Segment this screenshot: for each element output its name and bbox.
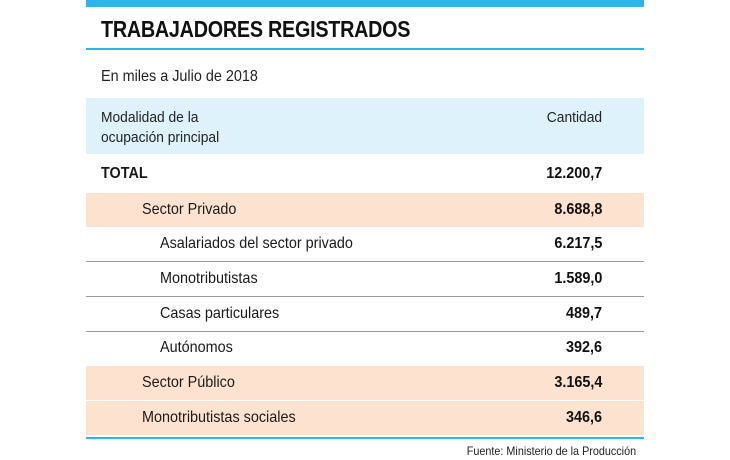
row-label: Casas particulares xyxy=(160,305,280,322)
row-label: Monotributistas sociales xyxy=(142,409,296,426)
row-value: 12.200,7 xyxy=(545,165,602,182)
row-value: 3.165,4 xyxy=(553,374,602,391)
row-label: Autónomos xyxy=(160,339,233,356)
row-value: 1.589,0 xyxy=(553,270,602,287)
row-label: Asalariados del sector privado xyxy=(160,235,353,252)
row-label: Sector Público xyxy=(142,374,235,391)
row-value: 489,7 xyxy=(565,305,602,322)
header-modality-line1: Modalidad de la xyxy=(101,109,199,126)
row-value: 6.217,5 xyxy=(553,235,602,252)
title-divider xyxy=(86,48,644,50)
table-subtitle: En miles a Julio de 2018 xyxy=(101,68,258,85)
source-note: Fuente: Ministerio de la Producción xyxy=(466,444,636,458)
table-row-sector-publico: Sector Público 3.165,4 xyxy=(86,366,644,400)
table-header: Modalidad de la ocupación principal Cant… xyxy=(86,98,644,154)
table-title: TRABAJADORES REGISTRADOS xyxy=(101,16,411,42)
table-row-casas-particulares: Casas particulares 489,7 xyxy=(86,297,644,332)
bottom-divider xyxy=(86,437,644,439)
row-value: 392,6 xyxy=(565,339,602,356)
header-quantity: Cantidad xyxy=(546,109,602,126)
row-label: Monotributistas xyxy=(160,270,258,287)
table-row-monotributistas: Monotributistas 1.589,0 xyxy=(86,262,644,297)
header-modality: Modalidad de la ocupación principal xyxy=(101,108,285,148)
row-label: Sector Privado xyxy=(142,201,237,218)
table-row-total: TOTAL 12.200,7 xyxy=(86,157,644,191)
table-row-asalariados: Asalariados del sector privado 6.217,5 xyxy=(86,227,644,262)
table-row-sector-privado: Sector Privado 8.688,8 xyxy=(86,193,644,227)
table-row-monotributistas-sociales: Monotributistas sociales 346,6 xyxy=(86,401,644,435)
header-modality-line2: ocupación principal xyxy=(101,129,220,146)
row-value: 346,6 xyxy=(565,409,602,426)
top-accent-bar xyxy=(86,0,644,7)
infographic-table: TRABAJADORES REGISTRADOS En miles a Juli… xyxy=(86,0,644,460)
row-label: TOTAL xyxy=(101,165,148,182)
table-row-autonomos: Autónomos 392,6 xyxy=(86,331,644,365)
row-value: 8.688,8 xyxy=(553,201,602,218)
